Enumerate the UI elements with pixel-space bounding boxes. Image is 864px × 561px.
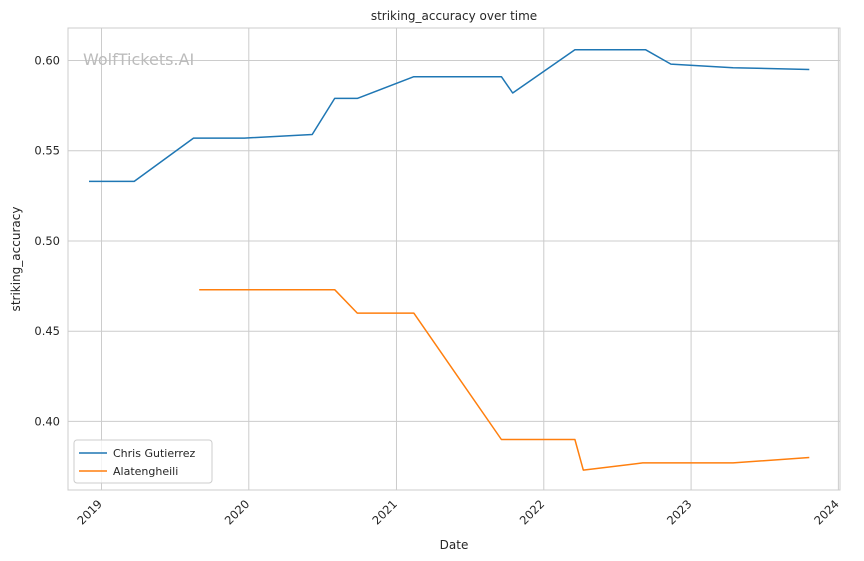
plot-area-background <box>68 28 840 490</box>
legend-box <box>73 439 213 484</box>
legend-label-alatengheili: Alatengheili <box>113 465 178 478</box>
y-tick-label: 0.50 <box>34 234 60 248</box>
chart-title: striking_accuracy over time <box>371 9 537 23</box>
grid-lines <box>68 28 840 490</box>
series-line-chris-gutierrez <box>89 48 810 183</box>
series-line-alatengheili <box>199 288 810 471</box>
y-axis-label: striking_accuracy <box>9 207 23 312</box>
y-tick-label: 0.45 <box>34 324 60 338</box>
data-series <box>89 48 810 471</box>
y-tick-label: 0.60 <box>34 53 60 67</box>
y-tick-label: 0.40 <box>34 414 60 428</box>
watermark: WolfTickets.AI <box>83 50 194 69</box>
plot-area-frame <box>67 27 841 491</box>
y-tick-label: 0.55 <box>34 144 60 158</box>
legend-label-chris-gutierrez: Chris Gutierrez <box>113 447 195 460</box>
x-axis-label: Date <box>440 538 469 552</box>
legend: Chris Gutierrez Alatengheili <box>73 439 213 484</box>
